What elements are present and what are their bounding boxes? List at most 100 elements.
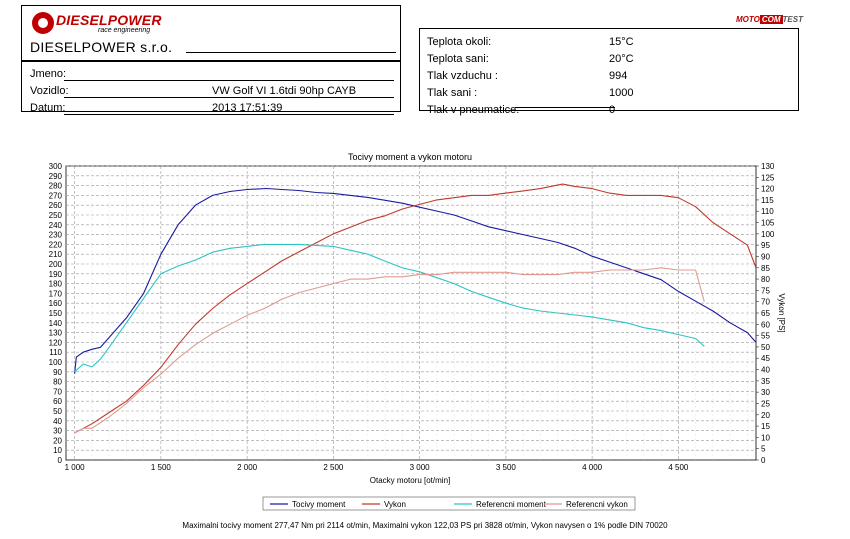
y-left-tick-label: 180 (49, 280, 63, 289)
y-left-tick-label: 90 (53, 368, 62, 377)
y-left-tick-label: 70 (53, 387, 62, 396)
y-right-tick-label: 30 (761, 388, 770, 397)
y-right-tick-label: 105 (761, 219, 775, 228)
customer-field-label: Datum: (30, 102, 66, 114)
series-line-2 (74, 243, 705, 373)
condition-field-value: 0 (609, 104, 616, 116)
y-right-tick-label: 25 (761, 399, 770, 408)
chart-footer: Maximalni tocivy moment 277,47 Nm pri 21… (182, 521, 668, 530)
y-right-tick-label: 55 (761, 332, 770, 341)
y-right-tick-label: 45 (761, 354, 770, 363)
y-left-tick-label: 210 (49, 250, 63, 259)
legend-label-0: Tocivy moment (292, 500, 346, 509)
y-left-tick-label: 80 (53, 378, 62, 387)
y-left-tick-label: 140 (49, 319, 63, 328)
y-right-tick-label: 110 (761, 207, 774, 216)
y-left-tick-label: 260 (49, 201, 63, 210)
y-right-tick-label: 75 (761, 286, 770, 295)
condition-field-value: 20°C (609, 53, 634, 65)
x-tick-label: 4 000 (582, 463, 603, 472)
y-left-tick-label: 100 (49, 358, 63, 367)
condition-field-value: 15°C (609, 36, 634, 48)
y-left-tick-label: 200 (49, 260, 63, 269)
condition-field-label: Teplota sani: (427, 53, 489, 65)
customer-field-label: Jmeno: (30, 68, 67, 80)
condition-field-label: Tlak sani : (427, 87, 478, 99)
y-right-axis-label: Vykon [PS] (777, 293, 786, 332)
y-left-tick-label: 170 (49, 289, 63, 298)
y-right-tick-label: 60 (761, 320, 770, 329)
y-right-tick-label: 40 (761, 366, 770, 375)
company-box (21, 5, 401, 61)
x-tick-label: 3 500 (496, 463, 517, 472)
condition-underline (515, 107, 615, 108)
y-right-tick-label: 65 (761, 309, 770, 318)
y-right-tick-label: 100 (761, 230, 775, 239)
customer-box (21, 61, 401, 112)
legend-label-2: Referencni moment (476, 500, 547, 509)
y-right-tick-label: 0 (761, 456, 766, 465)
condition-field-value: 1000 (609, 87, 634, 99)
y-left-tick-label: 20 (53, 436, 62, 445)
legend-label-1: Vykon (384, 500, 406, 509)
series-lines (74, 183, 757, 434)
y-left-tick-label: 50 (53, 407, 62, 416)
y-left-tick-label: 290 (49, 172, 63, 181)
y-right-tick-label: 35 (761, 377, 770, 386)
motocom-logo-part3: TEST (782, 15, 803, 24)
legend: Tocivy moment Vykon Referencni moment Refer… (262, 496, 636, 511)
y-right-tick-label: 90 (761, 252, 770, 261)
customer-field-label: Vozidlo: (30, 85, 69, 97)
company-underline (186, 52, 396, 53)
y-left-tick-label: 30 (53, 427, 62, 436)
customer-field-underline (64, 80, 394, 81)
y-right-tick-label: 85 (761, 264, 770, 273)
chart-title: Tocivy moment a vykon motoru (348, 152, 472, 162)
y-left-tick-label: 300 (49, 162, 63, 171)
motocom-logo-part2: COM (759, 15, 783, 24)
condition-field-label: Teplota okoli: (427, 36, 492, 48)
y-left-tick-label: 10 (53, 446, 62, 455)
legend-box (262, 496, 636, 511)
y-right-tick-label: 95 (761, 241, 770, 250)
series-line-1 (74, 183, 757, 434)
y-right-tick-label: 115 (761, 196, 774, 205)
y-left-tick-label: 280 (49, 182, 63, 191)
customer-field-value: 2013 17:51:39 (212, 102, 283, 114)
y-left-tick-label: 60 (53, 397, 62, 406)
y-left-tick-label: 250 (49, 211, 63, 220)
y-left-tick-label: 270 (49, 191, 63, 200)
motocom-logo-part1: MOTO (736, 15, 760, 24)
series-line-3 (74, 267, 705, 434)
y-left-tick-label: 0 (58, 456, 63, 465)
condition-field-label: Tlak v pneumatice: (427, 104, 520, 116)
y-left-tick-label: 120 (49, 338, 63, 347)
motocom-logo: MOTO COM TEST (736, 15, 803, 24)
y-left-tick-label: 150 (49, 309, 63, 318)
customer-field-value: VW Golf VI 1.6tdi 90hp CAYB (212, 85, 357, 97)
y-right-tick-label: 70 (761, 298, 770, 307)
y-right-tick-label: 10 (761, 433, 770, 442)
y-right-tick-label: 50 (761, 343, 770, 352)
grid (65, 165, 757, 461)
x-tick-label: 2 000 (237, 463, 258, 472)
x-tick-label: 1 000 (65, 463, 86, 472)
y-left-tick-label: 240 (49, 221, 63, 230)
y-left-tick-label: 220 (49, 240, 63, 249)
company-name: DIESELPOWER s.r.o. (30, 39, 173, 55)
logo-emblem-icon (32, 12, 54, 34)
y-left-tick-label: 130 (49, 329, 63, 338)
y-left-tick-label: 110 (49, 348, 62, 357)
y-right-tick-label: 130 (761, 162, 775, 171)
x-tick-label: 3 000 (410, 463, 431, 472)
y-right-tick-label: 120 (761, 185, 775, 194)
y-left-tick-label: 40 (53, 417, 62, 426)
x-tick-label: 2 500 (323, 463, 344, 472)
axis-ticks: 0102030405060708090100110120130140150160… (49, 162, 775, 472)
y-right-tick-label: 20 (761, 411, 770, 420)
y-left-tick-label: 190 (49, 270, 63, 279)
y-right-tick-label: 125 (761, 173, 775, 182)
series-line-0 (74, 187, 757, 374)
y-left-tick-label: 160 (49, 299, 63, 308)
